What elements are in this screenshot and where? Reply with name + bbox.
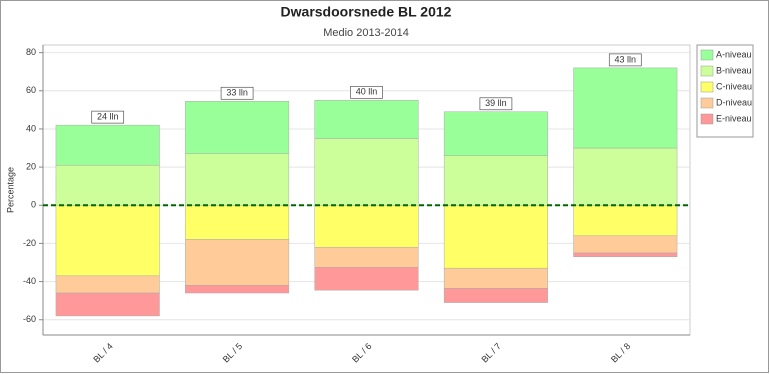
bar-label: 33 lln: [226, 88, 248, 98]
bar-segment: [443, 155, 548, 206]
bar-segment: [185, 101, 290, 155]
bar-segment: [314, 246, 419, 268]
bar-segment: [443, 205, 548, 269]
bar-segment: [185, 153, 290, 206]
bar-segment: [55, 205, 160, 277]
bar-segment: [573, 205, 678, 237]
y-tick-label: 80: [26, 47, 36, 57]
bar-label: 43 lln: [615, 54, 637, 64]
bar-label: 39 lln: [485, 98, 507, 108]
y-tick-label: -40: [23, 276, 36, 286]
bar-segment: [573, 67, 678, 149]
legend-label: C-niveau: [716, 81, 752, 91]
legend-swatch: [700, 81, 714, 93]
bar-segment: [55, 124, 160, 166]
chart-subtitle: Medio 2013-2014: [323, 27, 409, 39]
legend-label: D-niveau: [716, 97, 752, 107]
bar-label-box: [91, 110, 125, 124]
bar-label-box: [350, 85, 383, 99]
bar-segment: [443, 267, 548, 289]
bar-segment: [573, 252, 678, 258]
legend-swatch: [700, 97, 714, 109]
legend-swatch: [700, 49, 714, 61]
bar-segment: [55, 164, 160, 206]
y-axis-label: Percentage: [5, 167, 15, 213]
bar-segment: [314, 205, 419, 248]
bar-segment: [185, 285, 290, 294]
legend-swatch: [700, 113, 714, 125]
bar-segment: [573, 235, 678, 254]
chart-title: Dwarsdoorsnede BL 2012: [281, 4, 452, 20]
bar-segment: [185, 205, 290, 240]
bar-segment: [443, 288, 548, 303]
bar-segment: [314, 100, 419, 139]
legend-label: A-niveau: [716, 49, 752, 59]
legend-label: B-niveau: [716, 65, 752, 75]
y-tick-label: 20: [26, 161, 36, 171]
bar-segment: [55, 292, 160, 317]
bar-label-box: [479, 97, 513, 111]
bar-label: 24 lln: [97, 112, 119, 122]
y-tick-label: -20: [23, 238, 36, 248]
bar-segment: [314, 138, 419, 206]
bar-label-box: [220, 86, 254, 100]
y-tick-label: 0: [31, 200, 36, 210]
bar-label: 40 lln: [356, 87, 378, 97]
y-tick-label: 40: [26, 123, 36, 133]
legend-label: E-niveau: [716, 113, 752, 123]
y-tick-label: -60: [23, 314, 36, 324]
bar-segment: [185, 239, 290, 286]
bar-segment: [55, 275, 160, 294]
bar-segment: [314, 267, 419, 291]
bar-segment: [573, 147, 678, 206]
legend-swatch: [700, 65, 714, 77]
bar-segment: [443, 111, 548, 156]
y-tick-label: 60: [26, 85, 36, 95]
bar-label-box: [608, 53, 642, 67]
